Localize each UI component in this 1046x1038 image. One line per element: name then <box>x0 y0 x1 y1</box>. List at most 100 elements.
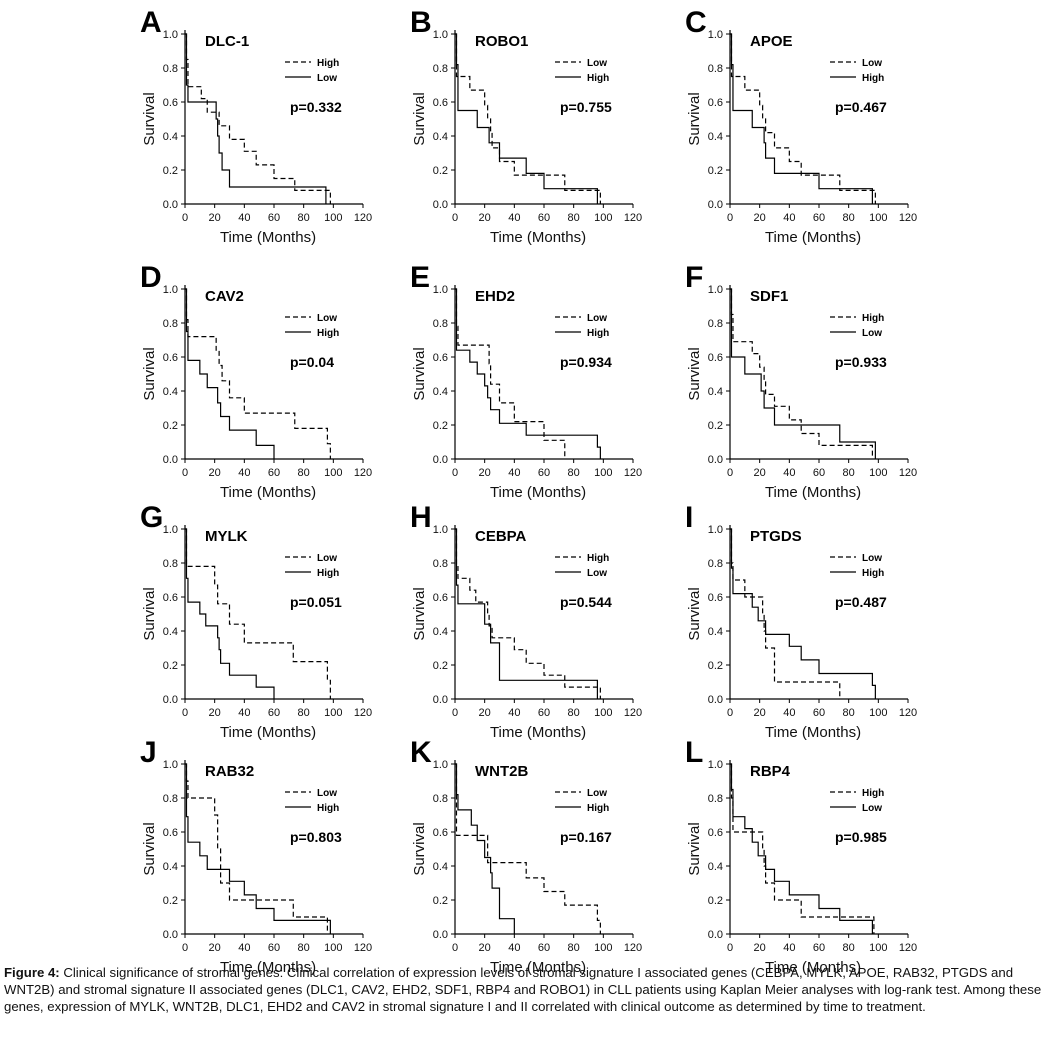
x-tick-label: 80 <box>568 467 580 479</box>
km-chart-svg: I 0.0 0.2 0.4 0.6 0.8 1.0 0 20 40 60 80 100 120 Time (… <box>685 501 917 741</box>
km-curve-low <box>455 288 566 459</box>
km-curve-high <box>185 33 331 204</box>
x-tick-label: 20 <box>479 707 491 719</box>
y-tick-label: 0.0 <box>163 199 178 211</box>
x-axis-label: Time (Months) <box>765 959 861 976</box>
legend-label-low: Low <box>587 788 607 799</box>
x-tick-label: 20 <box>754 467 766 479</box>
y-tick-label: 0.6 <box>708 97 723 109</box>
y-axis-label: Survival <box>141 347 158 400</box>
y-tick-label: 0.0 <box>433 929 448 941</box>
x-tick-label: 0 <box>727 942 733 954</box>
x-tick-label: 40 <box>783 707 795 719</box>
x-tick-label: 80 <box>568 212 580 224</box>
y-tick-label: 0.4 <box>708 131 723 143</box>
y-axis-label: Survival <box>411 822 428 875</box>
y-tick-label: 0.6 <box>163 352 178 364</box>
x-tick-label: 80 <box>843 212 855 224</box>
gene-title: ROBO1 <box>475 33 528 50</box>
x-axis-label: Time (Months) <box>220 229 316 246</box>
x-tick-label: 0 <box>452 707 458 719</box>
y-axis-label: Survival <box>411 587 428 640</box>
y-tick-label: 0.0 <box>433 694 448 706</box>
figure-caption: Figure 4: Clinical significance of strom… <box>4 964 1044 1015</box>
km-curve-high <box>185 528 275 699</box>
y-tick-label: 0.0 <box>708 694 723 706</box>
legend-label-high: High <box>317 803 339 814</box>
x-tick-label: 40 <box>783 467 795 479</box>
x-tick-label: 0 <box>182 707 188 719</box>
p-value-label: p=0.04 <box>290 354 334 370</box>
y-axis-label: Survival <box>411 347 428 400</box>
legend-label-high: High <box>862 313 884 324</box>
km-curve-high <box>455 288 601 459</box>
legend-label-high: High <box>587 553 609 564</box>
x-tick-label: 20 <box>754 212 766 224</box>
gene-title: SDF1 <box>750 288 788 305</box>
legend-label-high: High <box>317 328 339 339</box>
y-axis-label: Survival <box>686 92 703 145</box>
x-axis-label: Time (Months) <box>220 724 316 741</box>
x-tick-label: 0 <box>182 942 188 954</box>
x-tick-label: 40 <box>783 212 795 224</box>
y-tick-label: 0.4 <box>163 131 178 143</box>
legend-label-low: Low <box>862 58 882 69</box>
km-curve-high <box>455 763 515 934</box>
y-axis-label: Survival <box>141 822 158 875</box>
y-tick-label: 1.0 <box>708 29 723 41</box>
x-tick-label: 80 <box>568 707 580 719</box>
km-chart-svg: H 0.0 0.2 0.4 0.6 0.8 1.0 0 20 40 60 80 100 120 Time (… <box>410 501 642 741</box>
km-curve-low <box>730 528 841 699</box>
x-tick-label: 20 <box>209 942 221 954</box>
panel-letter: A <box>140 6 162 39</box>
x-tick-label: 100 <box>869 212 887 224</box>
y-tick-label: 0.2 <box>708 165 723 177</box>
x-axis-label: Time (Months) <box>765 484 861 501</box>
y-tick-label: 0.8 <box>433 318 448 330</box>
x-tick-label: 60 <box>268 942 280 954</box>
y-tick-label: 0.4 <box>433 861 448 873</box>
y-tick-label: 1.0 <box>163 524 178 536</box>
y-tick-label: 0.6 <box>708 352 723 364</box>
y-tick-label: 1.0 <box>433 759 448 771</box>
y-tick-label: 0.2 <box>163 420 178 432</box>
p-value-label: p=0.051 <box>290 594 342 610</box>
y-tick-label: 1.0 <box>708 284 723 296</box>
p-value-label: p=0.934 <box>560 354 612 370</box>
y-tick-label: 0.2 <box>433 895 448 907</box>
y-tick-label: 0.6 <box>433 352 448 364</box>
km-panel-c: C 0.0 0.2 0.4 0.6 0.8 1.0 0 20 40 60 80 100 120 Time (… <box>675 0 945 246</box>
p-value-label: p=0.933 <box>835 354 887 370</box>
p-value-label: p=0.985 <box>835 829 887 845</box>
x-tick-label: 100 <box>324 942 342 954</box>
legend-label-low: Low <box>317 788 337 799</box>
y-tick-label: 0.4 <box>708 861 723 873</box>
y-tick-label: 0.6 <box>163 827 178 839</box>
x-tick-label: 120 <box>624 942 642 954</box>
km-curve-low <box>185 33 327 204</box>
gene-title: RAB32 <box>205 763 254 780</box>
p-value-label: p=0.467 <box>835 99 887 115</box>
legend-label-low: Low <box>587 58 607 69</box>
km-curve-low <box>185 763 328 934</box>
gene-title: WNT2B <box>475 763 528 780</box>
x-axis-label: Time (Months) <box>490 229 586 246</box>
panel-letter: D <box>140 261 162 294</box>
x-tick-label: 100 <box>324 212 342 224</box>
x-tick-label: 60 <box>813 212 825 224</box>
x-axis-label: Time (Months) <box>490 959 586 976</box>
km-curve-low <box>730 763 873 934</box>
y-tick-label: 0.8 <box>708 63 723 75</box>
y-tick-label: 1.0 <box>433 284 448 296</box>
x-tick-label: 0 <box>182 467 188 479</box>
x-tick-label: 80 <box>843 942 855 954</box>
km-panel-i: I 0.0 0.2 0.4 0.6 0.8 1.0 0 20 40 60 80 100 120 Time (… <box>675 495 945 741</box>
y-tick-label: 0.2 <box>433 420 448 432</box>
km-curve-low <box>455 33 601 204</box>
km-panel-k: K 0.0 0.2 0.4 0.6 0.8 1.0 0 20 40 60 80 100 120 Time (… <box>400 730 670 976</box>
x-tick-label: 60 <box>538 942 550 954</box>
gene-title: CAV2 <box>205 288 244 305</box>
x-tick-label: 20 <box>754 707 766 719</box>
y-tick-label: 0.0 <box>708 454 723 466</box>
x-tick-label: 60 <box>268 467 280 479</box>
